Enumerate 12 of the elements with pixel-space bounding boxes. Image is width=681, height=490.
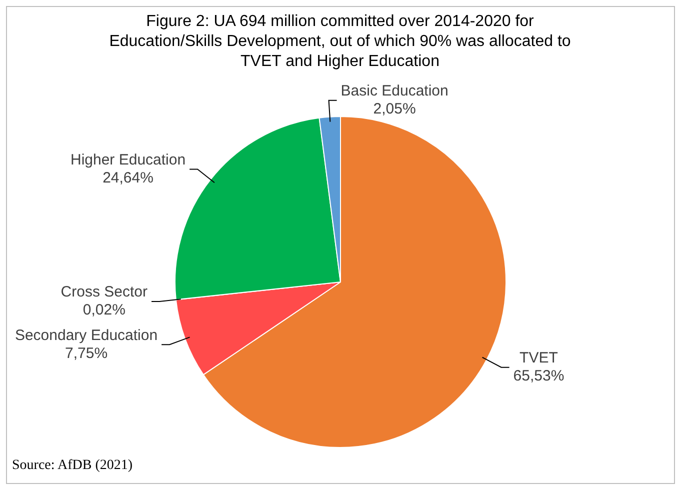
slice-label: Cross Sector <box>60 284 148 301</box>
data-label: 2,05% <box>373 100 416 118</box>
data-label: 7,75% <box>64 344 108 362</box>
data-label: 24,64% <box>102 169 154 186</box>
slice-label: Higher Education <box>70 151 186 168</box>
chart-title: Figure 2: UA 694 million committed over 2014-2020 for Education/Skills Development, out of which 90% was allocated to TVET and Higher Education <box>108 12 572 72</box>
data-label: 65,53% <box>513 368 564 385</box>
source-note: Source: AfDB (2021) <box>12 458 133 474</box>
data-label: 0,02% <box>82 302 126 319</box>
slice-label: TVET <box>520 350 558 367</box>
slice-label: Secondary Education <box>14 326 158 344</box>
slice-label: Basic Education <box>340 82 448 100</box>
